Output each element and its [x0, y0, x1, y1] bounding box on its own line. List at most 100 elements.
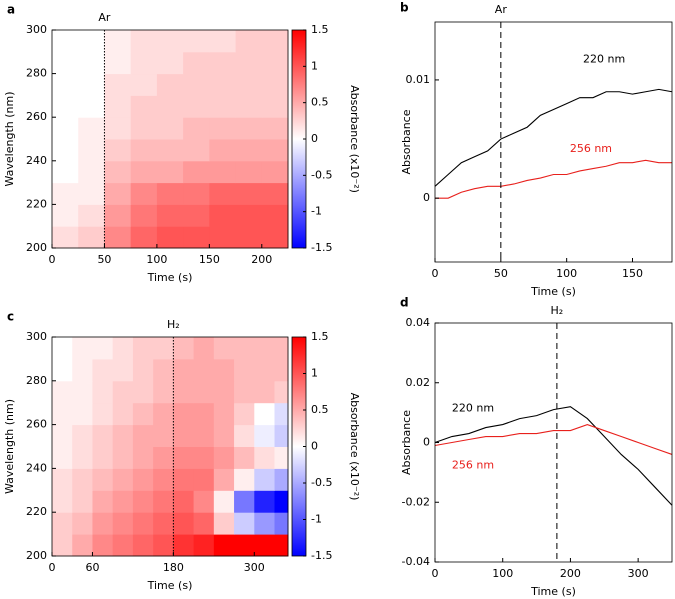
heat-cell — [209, 160, 237, 184]
heat-cell — [173, 424, 195, 447]
heat-cell — [209, 204, 237, 227]
heat-cell — [72, 358, 93, 382]
heat-cell — [156, 73, 184, 96]
heat-cell — [52, 73, 79, 96]
heat-cell — [72, 402, 93, 426]
heat-cell — [52, 424, 73, 447]
heat-cell — [235, 73, 263, 96]
heat-cell — [132, 402, 154, 426]
heat-cell — [52, 204, 79, 227]
heat-cell — [132, 512, 154, 535]
colorbar-tick-label: -1.5 — [311, 549, 332, 562]
heat-cell — [209, 139, 237, 162]
heat-cell — [193, 490, 215, 513]
heat-cell — [52, 160, 79, 184]
heat-cell — [261, 117, 289, 140]
heat-cell — [52, 226, 79, 249]
heat-cell — [193, 512, 215, 535]
heat-cell — [235, 204, 263, 227]
x-tick-label: 0 — [49, 561, 56, 574]
y-axis-label: Absorbance — [400, 410, 413, 475]
heat-cell — [156, 139, 184, 162]
heat-cell — [104, 139, 132, 162]
heat-cell — [209, 51, 237, 75]
series-line — [435, 159, 672, 199]
heat-cell — [173, 358, 195, 382]
heat-cell — [173, 512, 195, 535]
heat-cell — [132, 534, 154, 557]
colorbar-tick-label: 0.5 — [311, 403, 329, 416]
x-tick-label: 150 — [199, 253, 220, 266]
heat-cell — [104, 160, 132, 184]
heat-cell — [234, 424, 255, 447]
colorbar-tick-label: 1.5 — [311, 23, 329, 36]
heat-cell — [254, 446, 276, 469]
heat-cell — [183, 182, 210, 205]
heat-cell — [153, 534, 174, 557]
heat-cell — [234, 337, 255, 360]
heat-cell — [235, 95, 263, 118]
heat-cell — [112, 424, 134, 447]
heat-cell — [130, 160, 158, 184]
heat-cell — [261, 51, 289, 75]
heat-cell — [235, 226, 263, 249]
heat-cell — [72, 380, 93, 404]
heat-cell — [193, 358, 215, 382]
heat-cell — [130, 30, 158, 53]
heat-cell — [153, 424, 174, 447]
heat-cell — [92, 534, 114, 557]
heat-cell — [213, 490, 235, 513]
heat-cell — [156, 30, 184, 53]
heat-cell — [173, 380, 195, 404]
heat-cell — [72, 468, 93, 491]
y-tick-label: 200 — [26, 241, 47, 254]
series-line — [434, 423, 673, 455]
heat-cell — [213, 424, 235, 447]
heat-cell — [183, 117, 210, 140]
heat-cell — [209, 30, 237, 53]
x-tick-label: 300 — [628, 567, 649, 580]
x-axis-label: Time (s) — [147, 579, 193, 592]
heat-cell — [153, 358, 174, 382]
heat-cell — [52, 512, 73, 535]
heat-cell — [52, 490, 73, 513]
heat-cell — [52, 139, 79, 162]
heat-cell — [72, 337, 93, 360]
series-label: 220 nm — [452, 402, 494, 415]
heat-cell — [130, 139, 158, 162]
heat-cell — [193, 446, 215, 469]
heat-cell — [52, 182, 79, 205]
heat-cell — [209, 182, 237, 205]
heat-cell — [274, 402, 289, 426]
heat-cell — [92, 424, 114, 447]
heat-cell — [78, 139, 105, 162]
heat-cell — [78, 204, 105, 227]
heat-cell — [130, 182, 158, 205]
y-tick-label: 220 — [26, 505, 47, 518]
heat-cell — [254, 468, 276, 491]
heat-cell — [235, 117, 263, 140]
heat-cell — [132, 358, 154, 382]
x-tick-label: 300 — [244, 561, 265, 574]
heat-cell — [173, 490, 195, 513]
heat-cell — [254, 534, 276, 557]
heat-cell — [130, 73, 158, 96]
heat-cell — [78, 226, 105, 249]
heat-cell — [173, 534, 195, 557]
heat-cell — [213, 358, 235, 382]
heat-cell — [153, 468, 174, 491]
y-tick-label: 240 — [26, 461, 47, 474]
heat-cell — [78, 117, 105, 140]
heat-cell — [72, 446, 93, 469]
y-axis-label: Wavelength (nm) — [3, 399, 16, 494]
heat-cell — [234, 468, 255, 491]
heat-cell — [92, 380, 114, 404]
heat-cell — [112, 358, 134, 382]
heat-cell — [112, 337, 134, 360]
heat-cell — [254, 358, 276, 382]
heat-cell — [183, 95, 210, 118]
heat-cell — [72, 512, 93, 535]
heat-cell — [213, 380, 235, 404]
heat-cell — [112, 534, 134, 557]
y-tick-label: 280 — [26, 67, 47, 80]
